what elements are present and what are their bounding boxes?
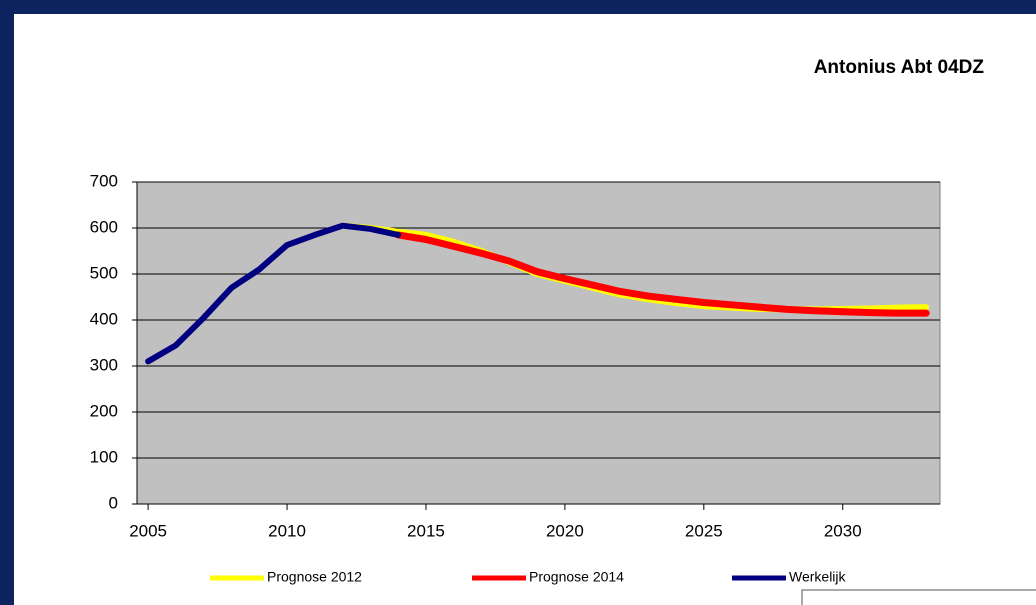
frame-top <box>0 0 1036 14</box>
x-tick-label: 2015 <box>407 521 445 540</box>
y-tick-label: 700 <box>90 171 118 190</box>
x-tick-label: 2020 <box>546 521 584 540</box>
series-line <box>145 222 402 365</box>
x-tick-label: 2010 <box>268 521 306 540</box>
y-tick-label: 100 <box>90 447 118 466</box>
legend-label: Prognose 2012 <box>267 569 362 585</box>
frame-left <box>0 0 14 605</box>
plot-area <box>136 181 941 505</box>
legend-label: Werkelijk <box>789 569 847 585</box>
x-tick-label: 2005 <box>129 521 167 540</box>
overlay-box <box>801 589 1036 605</box>
y-tick-label: 0 <box>109 493 118 512</box>
x-tick-label: 2025 <box>685 521 723 540</box>
chart-title: Antonius Abt 04DZ <box>814 57 985 78</box>
legend-label: Prognose 2014 <box>529 569 624 585</box>
y-tick-label: 400 <box>90 309 118 328</box>
y-tick-label: 200 <box>90 401 118 420</box>
y-tick-label: 300 <box>90 355 118 374</box>
x-tick-label: 2030 <box>824 521 862 540</box>
series-line <box>394 231 930 317</box>
y-tick-label: 500 <box>90 263 118 282</box>
y-tick-label: 600 <box>90 217 118 236</box>
